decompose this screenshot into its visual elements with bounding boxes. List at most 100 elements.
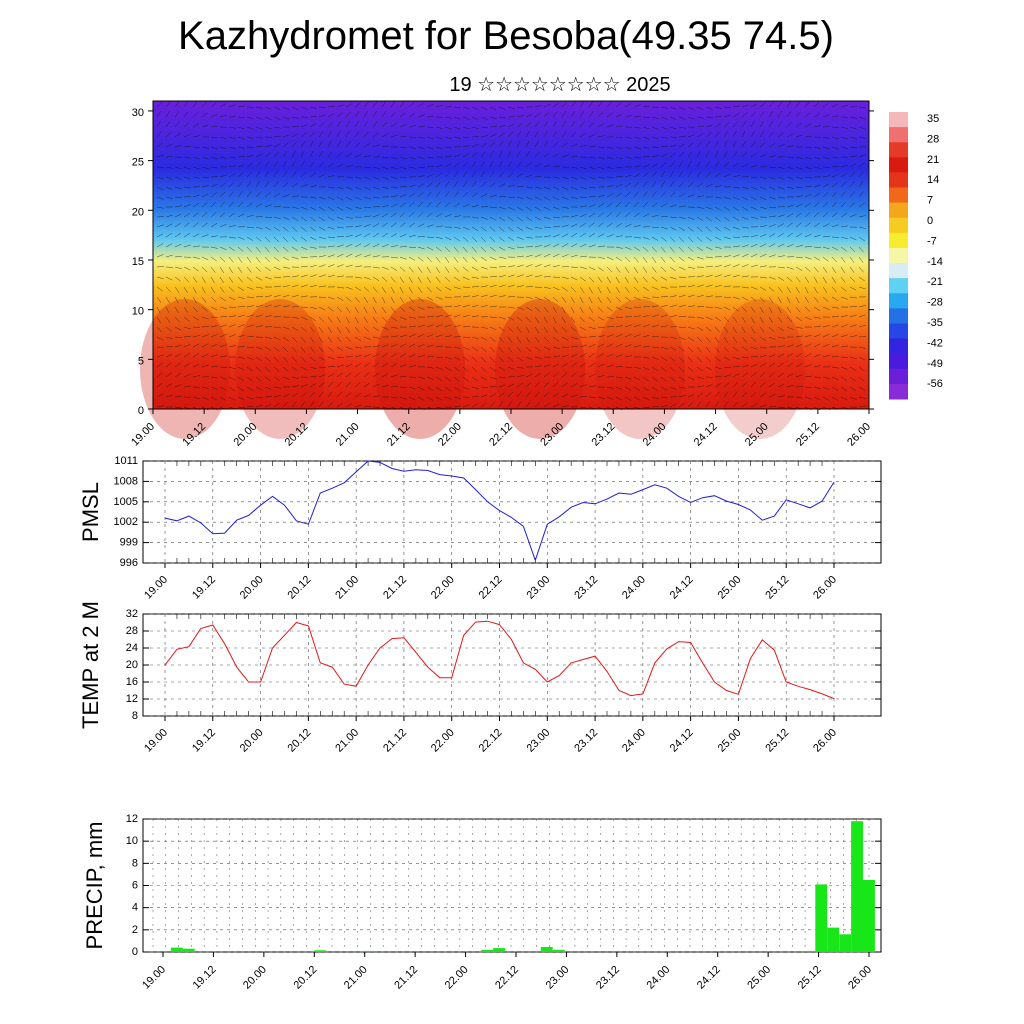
wind-barb [759, 131, 765, 138]
wind-barb [813, 234, 821, 238]
wind-barb [750, 363, 758, 368]
wind-barb [246, 246, 252, 253]
wind-barb [759, 253, 767, 258]
wind-barb [714, 264, 722, 268]
wind-barb [462, 126, 470, 130]
wind-barb [291, 141, 297, 148]
wind-barb [255, 304, 263, 308]
wind-barb [795, 286, 800, 294]
wind-barb [615, 386, 623, 390]
wind-barb [750, 216, 758, 219]
wind-barb [318, 216, 325, 222]
wind-barb [453, 386, 461, 391]
y-tick-label: 8 [132, 857, 138, 869]
wind-barb [723, 264, 731, 268]
wind-barb [624, 201, 630, 208]
wind-barb [804, 202, 811, 208]
wind-barb [372, 353, 380, 358]
wind-barb [399, 276, 405, 283]
wind-barb [165, 243, 173, 248]
wind-barb [435, 345, 443, 348]
wind-barb [183, 244, 191, 248]
wind-barb [597, 203, 605, 208]
x-tick-label: 21.12 [381, 727, 409, 755]
wind-barb [471, 116, 479, 120]
wind-barb [723, 356, 731, 361]
wind-barb [390, 166, 398, 170]
wind-barb [759, 326, 765, 333]
wind-barb [516, 106, 524, 109]
x-tick-label: 20.00 [238, 727, 266, 755]
wind-barb [741, 306, 747, 313]
wind-barb [732, 346, 739, 352]
wind-barb [651, 256, 657, 263]
wind-barb [633, 296, 641, 301]
wind-barb [507, 295, 515, 298]
wind-barb [588, 326, 596, 330]
wind-barb [552, 153, 560, 158]
wind-barb [381, 316, 388, 322]
wind-barb [669, 192, 676, 198]
wind-barb [291, 236, 298, 242]
wind-barb [777, 286, 783, 293]
wind-barb [741, 275, 749, 278]
wind-barb [363, 382, 370, 388]
wind-barb [696, 116, 704, 119]
wind-barb [597, 135, 605, 138]
wind-barb [786, 166, 794, 170]
wind-barb [444, 116, 452, 119]
wind-barb [435, 105, 443, 108]
wind-barb [534, 306, 541, 312]
wind-barb [858, 314, 866, 318]
wind-barb [588, 176, 596, 180]
wind-barb [786, 384, 794, 388]
wind-barb [660, 386, 668, 391]
colorbar-swatch [889, 293, 908, 309]
wind-barb [615, 286, 620, 294]
wind-barb [435, 126, 443, 129]
wind-barb [408, 276, 413, 284]
wind-barb [408, 343, 416, 348]
wind-barb [435, 324, 443, 328]
wind-barb [363, 362, 370, 368]
wind-barb [165, 326, 172, 332]
wind-barb [435, 296, 443, 300]
wind-barb [264, 304, 272, 308]
wind-barb [462, 106, 470, 110]
wind-barb [777, 132, 784, 138]
wind-barb [813, 184, 821, 188]
wind-barb [606, 124, 614, 128]
wind-barb [633, 345, 641, 348]
wind-barb [750, 176, 758, 179]
wind-barb [678, 236, 685, 243]
wind-barb [237, 306, 245, 308]
wind-barb [570, 362, 577, 368]
wind-barb [165, 196, 173, 199]
wind-barb [318, 306, 326, 311]
wind-barb [831, 306, 839, 309]
wind-barb [633, 126, 641, 129]
wind-barb [489, 116, 497, 120]
colorbar-label: -28 [927, 297, 943, 309]
wind-barb [228, 386, 236, 391]
wind-barb [345, 253, 353, 258]
wind-barb [669, 126, 677, 130]
wind-barb [165, 394, 173, 398]
x-tick-label: 25.00 [745, 964, 773, 992]
wind-barb [696, 206, 704, 209]
wind-barb [615, 125, 623, 128]
wind-barb [651, 226, 659, 229]
colorbar-label: 7 [927, 195, 933, 207]
wind-barb [444, 386, 451, 392]
wind-barb [165, 306, 170, 314]
plot-frame [142, 818, 882, 953]
wind-barb [606, 396, 614, 400]
y-tick-label: 10 [126, 835, 138, 847]
wind-barb [444, 256, 450, 263]
wind-barb [174, 132, 181, 138]
wind-barb [444, 324, 452, 328]
wind-barb [399, 246, 407, 248]
wind-barb [462, 256, 468, 263]
wind-barb [165, 223, 173, 228]
wind-barb [489, 356, 495, 363]
